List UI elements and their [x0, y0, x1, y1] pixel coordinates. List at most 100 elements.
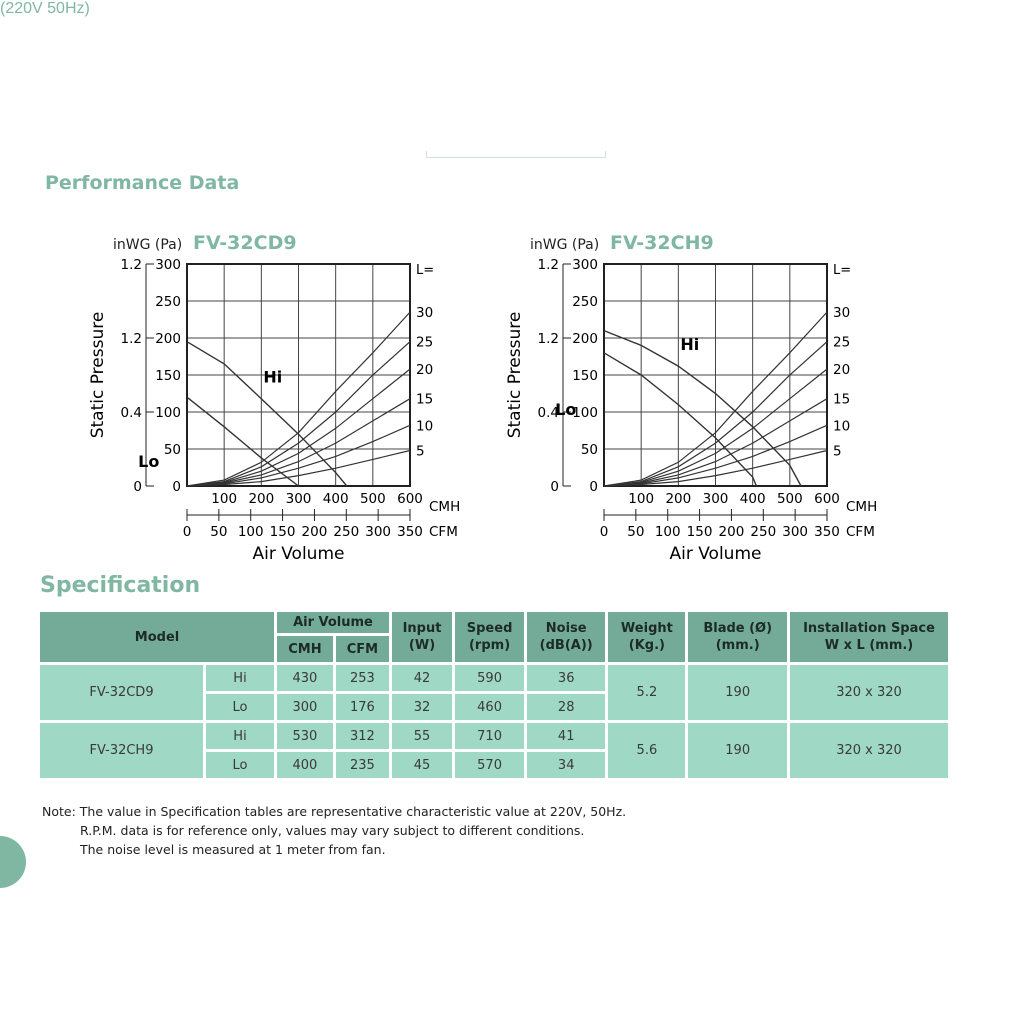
x-unit-cmh: CMH — [846, 499, 877, 515]
x-tick-label-cmh: 300 — [286, 491, 312, 507]
cell-cfm: 312 — [335, 723, 389, 749]
cell-noise: 41 — [527, 723, 606, 749]
y-tick-label-inwg: 0.4 — [121, 405, 142, 421]
duct-curve — [603, 398, 828, 487]
x-tick-label-cmh: 200 — [248, 491, 274, 507]
y-tick-label-pa: 250 — [572, 294, 598, 310]
notes: Note: The value in Specification tables … — [42, 802, 626, 859]
x-tick-label-cmh: 400 — [323, 491, 349, 507]
cell-mode: Hi — [206, 723, 274, 749]
y-tick-label-pa: 100 — [155, 405, 181, 421]
x-tick-label-cmh: 300 — [703, 491, 729, 507]
y-tick-label-pa: 50 — [581, 442, 598, 458]
y-tick-label-inwg: 1.2 — [538, 331, 559, 347]
duct-curve — [186, 449, 411, 487]
duct-value-label: 20 — [833, 362, 850, 378]
x-tick-label-cfm: 350 — [814, 524, 840, 540]
top-decorative-bracket — [426, 151, 606, 158]
cell-cmh: 300 — [277, 694, 333, 720]
x-tick-label-cmh: 500 — [777, 491, 803, 507]
header-blade: Blade (Ø) (mm.) — [688, 612, 787, 662]
x-tick-label-cfm: 150 — [270, 524, 296, 540]
duct-curve — [186, 398, 411, 487]
header-model: Model — [40, 612, 274, 662]
y-tick-label-inwg: 0 — [550, 479, 559, 495]
x-tick-label-cmh: 600 — [814, 491, 840, 507]
chart-fv-32cd9: inWG (Pa) FV-32CD905010015020025030000.41… — [88, 232, 460, 564]
performance-data-title: Performance Data — [45, 172, 240, 194]
header-cmh: CMH — [277, 636, 333, 662]
table-row: Lo 400 235 45 570 34 — [40, 752, 948, 778]
duct-curve — [186, 368, 411, 487]
plot-frame — [603, 263, 828, 487]
cell-installation-space: 320 x 320 — [790, 665, 948, 720]
series-label-lo: Lo — [555, 400, 576, 419]
series-label-hi: Hi — [263, 368, 282, 387]
y-tick-label-inwg: 1.2 — [121, 257, 142, 273]
y-tick-label-pa: 150 — [572, 368, 598, 384]
x-tick-label-cfm: 200 — [719, 524, 745, 540]
cell-noise: 28 — [527, 694, 606, 720]
cell-cmh: 530 — [277, 723, 333, 749]
header-speed: Speed (rpm) — [455, 612, 524, 662]
note-line: R.P.M. data is for reference only, value… — [80, 823, 585, 838]
duct-curve — [186, 311, 411, 487]
table-row: Lo 300 176 32 460 28 — [40, 694, 948, 720]
cell-mode: Lo — [206, 694, 274, 720]
y-tick-label-inwg: 0.4 — [538, 405, 559, 421]
y-tick-label-pa: 100 — [572, 405, 598, 421]
y-tick-label-pa: 250 — [155, 294, 181, 310]
cell-cmh: 430 — [277, 665, 333, 691]
x-axis-title: Air Volume — [670, 544, 762, 564]
specification-table: Model Air Volume Input (W) Speed (rpm) Noi… — [37, 609, 951, 781]
performance-data-subtitle: (220V 50Hz) — [0, 0, 90, 17]
table-row: FV-32CH9 Hi 530 312 55 710 41 5.6 190 32… — [40, 723, 948, 778]
x-tick-label-cmh: 100 — [211, 491, 237, 507]
x-axis-title: Air Volume — [253, 544, 345, 564]
header-weight: Weight (Kg.) — [608, 612, 686, 662]
cell-input: 32 — [391, 694, 453, 720]
duct-value-label: 15 — [833, 392, 850, 408]
duct-value-label: 30 — [416, 305, 433, 321]
duct-value-label: 25 — [416, 335, 433, 351]
cell-weight: 5.2 — [608, 665, 686, 720]
cell-weight: 5.6 — [608, 723, 686, 778]
cell-blade: 190 — [688, 665, 787, 720]
series-line-lo — [186, 396, 299, 487]
x-tick-label-cfm: 200 — [302, 524, 328, 540]
cell-mode: Lo — [206, 752, 274, 778]
y-tick-label-inwg: 1.2 — [538, 257, 559, 273]
duct-value-label: 30 — [833, 305, 850, 321]
x-tick-label-cfm: 350 — [397, 524, 423, 540]
x-tick-label-cfm: 50 — [627, 524, 644, 540]
header-noise: Noise (dB(A)) — [527, 612, 606, 662]
x-tick-label-cfm: 0 — [600, 524, 609, 540]
note-line: The noise level is measured at 1 meter f… — [80, 842, 386, 857]
y-tick-label-pa: 0 — [172, 479, 181, 495]
x-tick-label-cmh: 100 — [628, 491, 654, 507]
cell-installation-space: 320 x 320 — [790, 723, 948, 778]
header-cfm: CFM — [335, 636, 389, 662]
specification-title: Specification — [40, 573, 201, 598]
x-tick-label-cfm: 150 — [687, 524, 713, 540]
duct-value-label: 10 — [416, 418, 433, 434]
x-tick-label-cfm: 0 — [183, 524, 192, 540]
x-tick-label-cfm: 300 — [782, 524, 808, 540]
cell-input: 42 — [391, 665, 453, 691]
y-tick-label-pa: 300 — [572, 257, 598, 273]
cell-model: FV-32CH9 — [40, 723, 203, 778]
cell-cmh: 400 — [277, 752, 333, 778]
x-tick-label-cfm: 250 — [333, 524, 359, 540]
y-tick-label-pa: 300 — [155, 257, 181, 273]
note-line: Note: The value in Specification tables … — [42, 804, 627, 819]
duct-curve — [186, 424, 411, 487]
x-tick-label-cfm: 300 — [365, 524, 391, 540]
x-tick-label-cfm: 250 — [750, 524, 776, 540]
x-unit-cfm: CFM — [846, 524, 875, 540]
series-line-lo — [603, 352, 758, 487]
x-tick-label-cmh: 200 — [665, 491, 691, 507]
duct-label: L= — [416, 263, 434, 278]
duct-label: L= — [833, 263, 851, 278]
y-axis-title: Static Pressure — [505, 312, 525, 439]
cell-input: 55 — [391, 723, 453, 749]
